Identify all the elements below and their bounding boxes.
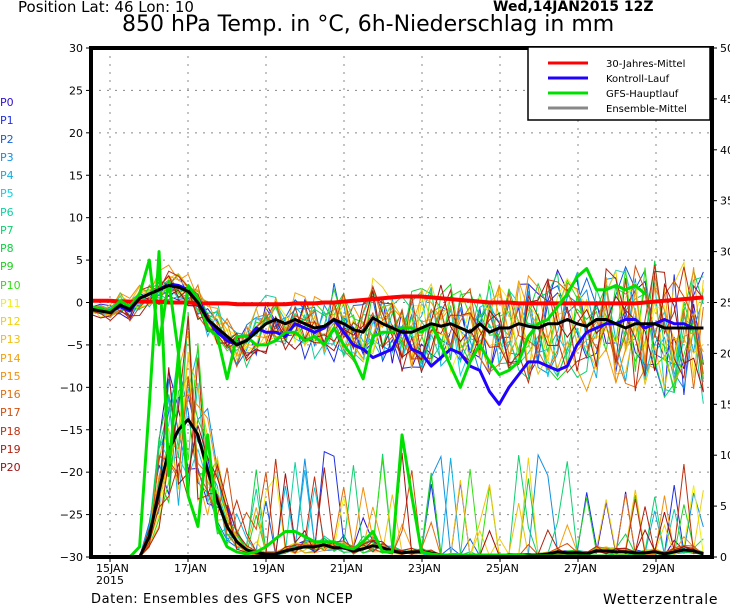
member-label-p7: P7 xyxy=(0,223,14,237)
tick-label-x: 19JAN xyxy=(252,562,285,575)
member-label-p17: P17 xyxy=(0,406,21,420)
member-label-p9: P9 xyxy=(0,260,14,274)
legend-label: GFS-Hauptlauf xyxy=(606,89,679,100)
tick-label-left: 15 xyxy=(69,169,83,182)
precip-line-ensemble-mittel xyxy=(91,418,704,559)
member-label-p19: P19 xyxy=(0,442,21,456)
tick-label-left: −5 xyxy=(67,339,83,352)
member-label-p11: P11 xyxy=(0,296,21,310)
member-label-p1: P1 xyxy=(0,114,14,128)
member-label-p2: P2 xyxy=(0,132,14,146)
tick-label-x: 21JAN xyxy=(330,562,363,575)
legend-label: Kontroll-Lauf xyxy=(606,74,670,85)
tick-label-x: 17JAN xyxy=(174,562,207,575)
member-label-p12: P12 xyxy=(0,315,21,328)
member-label-p5: P5 xyxy=(0,187,14,201)
tick-label-left: −25 xyxy=(60,509,83,522)
chart-title: 850 hPa Temp. in °C, 6h-Niederschlag in … xyxy=(122,12,615,37)
tick-label-left: 0 xyxy=(76,297,83,310)
tick-label-right: 20 xyxy=(720,347,730,360)
member-label-p16: P16 xyxy=(0,388,21,401)
member-label-p13: P13 xyxy=(0,333,21,347)
tick-label-left: 30 xyxy=(69,42,83,55)
member-label-p4: P4 xyxy=(0,169,14,182)
member-label-p20: P20 xyxy=(0,461,21,474)
run-date: Wed,14JAN2015 12Z xyxy=(493,0,654,15)
legend: 30-Jahres-Mittel Kontroll-Lauf GFS-Hauptla… xyxy=(527,46,711,121)
member-label-p18: P18 xyxy=(0,424,21,438)
tick-label-x: 29JAN xyxy=(642,562,675,575)
tick-label-x: 25JAN xyxy=(486,562,519,575)
member-label-p3: P3 xyxy=(0,150,14,164)
tick-label-left: 5 xyxy=(76,254,83,267)
tick-label-left: −20 xyxy=(60,466,83,479)
member-temp-line-p15 xyxy=(90,264,704,384)
member-label-p10: P10 xyxy=(0,278,21,292)
temp-line-gfs-hauptlauf xyxy=(90,258,647,389)
tick-label-left: −15 xyxy=(60,424,83,437)
tick-label-right: 15 xyxy=(720,398,730,411)
tick-label-left: −30 xyxy=(60,551,83,564)
tick-label-left: 20 xyxy=(69,127,83,140)
tick-label-left: 25 xyxy=(69,84,83,97)
tick-label-x: 15JAN xyxy=(96,562,129,575)
tick-label-right: 0 xyxy=(720,551,727,564)
tick-label-x: 27JAN xyxy=(564,562,597,575)
tick-label-x: 23JAN xyxy=(408,562,441,575)
temp-line-ensemble-mittel xyxy=(90,284,704,347)
tick-label-right: 35 xyxy=(720,195,730,208)
member-label-p14: P14 xyxy=(0,351,21,365)
tick-label-right: 40 xyxy=(720,144,730,157)
tick-label-right: 50 xyxy=(720,42,730,55)
tick-label-left: 10 xyxy=(69,212,83,225)
legend-label: 30-Jahres-Mittel xyxy=(606,59,685,70)
member-precip-line-p13 xyxy=(91,357,704,558)
tick-label-right: 30 xyxy=(720,246,730,259)
main-series xyxy=(90,250,704,559)
tick-label-right: 10 xyxy=(720,449,730,462)
data-source-label: Daten: Ensembles des GFS von NCEP xyxy=(91,592,354,607)
position-label: Position Lat: 46 Lon: 10 xyxy=(18,0,194,16)
brand-label: Wetterzentrale xyxy=(603,592,719,608)
member-label-p8: P8 xyxy=(0,242,14,255)
tick-label-right: 25 xyxy=(720,297,730,310)
tick-label-right: 45 xyxy=(720,93,730,106)
legend-label: Ensemble-Mittel xyxy=(606,104,687,115)
tick-label-left: −10 xyxy=(60,381,83,394)
member-label-p0: P0 xyxy=(0,96,14,109)
tick-label-right: 5 xyxy=(720,500,727,513)
member-label-p6: P6 xyxy=(0,205,14,219)
plot-frame xyxy=(89,46,714,559)
axes: 302520151050−5−10−15−20−25−3050454035302… xyxy=(60,42,730,587)
member-label-p15: P15 xyxy=(0,369,21,383)
tick-label-year: 2015 xyxy=(96,574,124,587)
temp-line-30-jahres-mittel xyxy=(91,294,704,307)
